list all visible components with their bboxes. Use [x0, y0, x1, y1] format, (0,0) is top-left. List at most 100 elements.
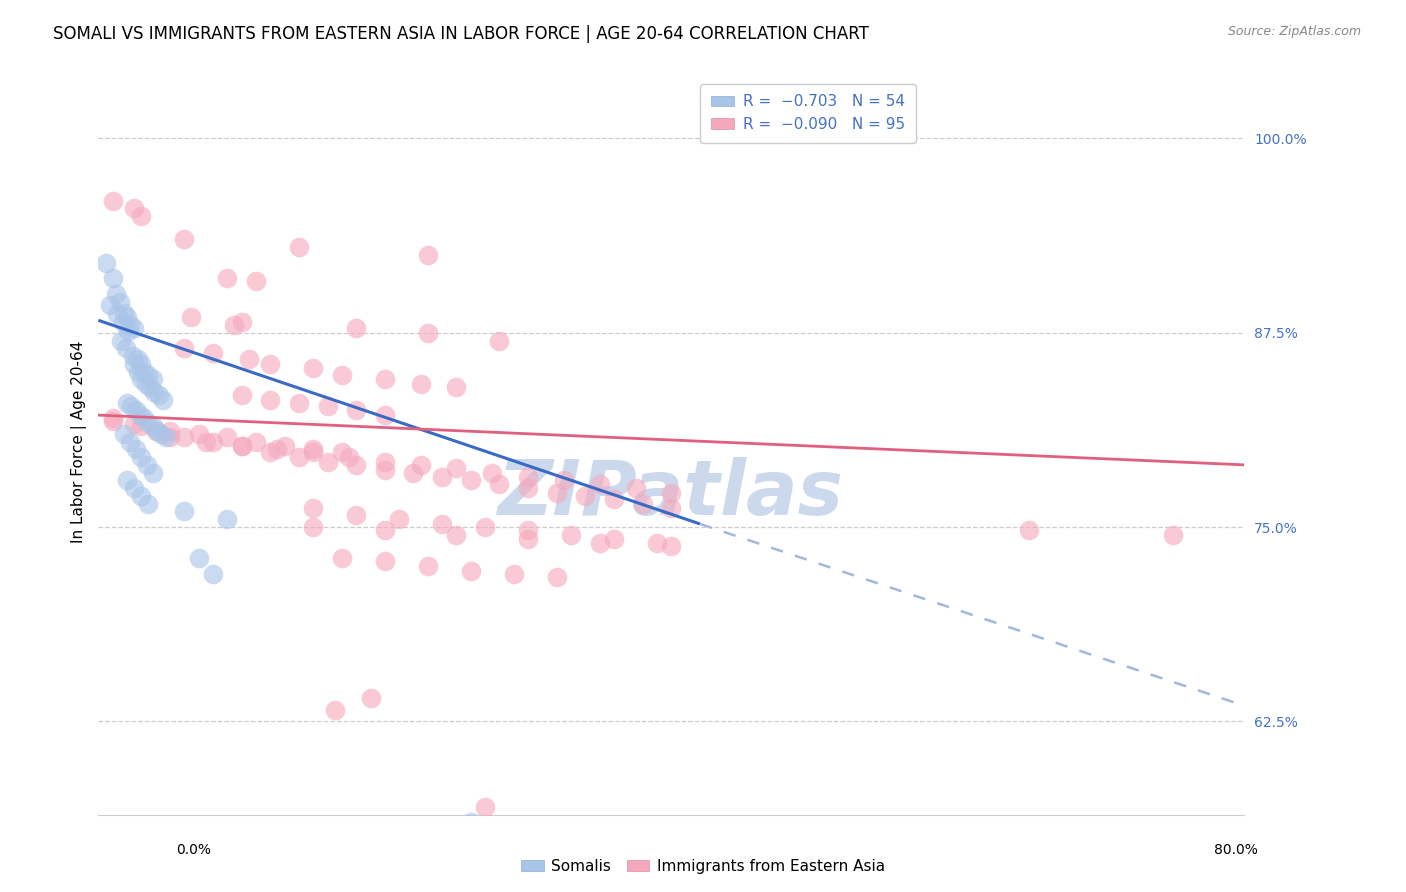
Point — [589, 535, 612, 549]
Point — [101, 271, 124, 285]
Point — [344, 508, 367, 522]
Point — [302, 361, 325, 376]
Point — [488, 476, 510, 491]
Text: 80.0%: 80.0% — [1215, 843, 1258, 857]
Point — [231, 315, 253, 329]
Point — [344, 403, 367, 417]
Point — [201, 566, 224, 581]
Point — [374, 455, 396, 469]
Point — [131, 419, 153, 434]
Point — [138, 368, 160, 382]
Text: Source: ZipAtlas.com: Source: ZipAtlas.com — [1227, 25, 1361, 38]
Point — [374, 408, 396, 422]
Point — [155, 430, 177, 444]
Point — [288, 240, 311, 254]
Point — [101, 411, 124, 425]
Point — [142, 372, 165, 386]
Point — [574, 489, 596, 503]
Point — [187, 551, 209, 566]
Point — [517, 470, 540, 484]
Point — [118, 318, 141, 332]
Point — [173, 504, 195, 518]
Point — [201, 346, 224, 360]
Point — [180, 310, 202, 325]
Point — [173, 341, 195, 355]
Point — [517, 523, 540, 537]
Point — [117, 324, 139, 338]
Point — [118, 434, 141, 449]
Point — [245, 275, 267, 289]
Point — [238, 352, 260, 367]
Point — [1161, 528, 1184, 542]
Point — [344, 458, 367, 472]
Point — [111, 315, 134, 329]
Point — [159, 424, 181, 438]
Point — [108, 294, 131, 309]
Legend: R =  −0.703   N = 54, R =  −0.090   N = 95: R = −0.703 N = 54, R = −0.090 N = 95 — [700, 84, 915, 143]
Point — [231, 439, 253, 453]
Point — [224, 318, 246, 332]
Point — [273, 439, 295, 453]
Point — [330, 551, 353, 566]
Point — [631, 497, 654, 511]
Point — [217, 512, 239, 526]
Text: ZIPatlas: ZIPatlas — [498, 457, 845, 531]
Point — [360, 691, 382, 706]
Point — [546, 570, 568, 584]
Point — [446, 528, 468, 542]
Point — [416, 558, 439, 573]
Point — [1018, 523, 1040, 537]
Point — [142, 419, 165, 434]
Point — [127, 352, 149, 367]
Point — [145, 424, 167, 438]
Point — [131, 209, 153, 223]
Point — [122, 321, 145, 335]
Point — [94, 256, 117, 270]
Point — [388, 512, 411, 526]
Point — [302, 442, 325, 457]
Point — [323, 703, 346, 717]
Point — [302, 501, 325, 516]
Legend: Somalis, Immigrants from Eastern Asia: Somalis, Immigrants from Eastern Asia — [515, 853, 891, 880]
Point — [134, 365, 156, 379]
Point — [560, 528, 582, 542]
Point — [152, 392, 174, 407]
Point — [201, 434, 224, 449]
Point — [409, 377, 432, 392]
Point — [217, 271, 239, 285]
Point — [142, 466, 165, 480]
Point — [488, 334, 510, 348]
Point — [288, 450, 311, 464]
Point — [112, 305, 135, 319]
Text: SOMALI VS IMMIGRANTS FROM EASTERN ASIA IN LABOR FORCE | AGE 20-64 CORRELATION CH: SOMALI VS IMMIGRANTS FROM EASTERN ASIA I… — [53, 25, 869, 43]
Point — [114, 341, 136, 355]
Point — [502, 566, 524, 581]
Point — [139, 380, 162, 394]
Point — [138, 416, 160, 430]
Point — [110, 334, 132, 348]
Point — [337, 450, 360, 464]
Point — [288, 395, 311, 409]
Point — [115, 310, 138, 325]
Point — [460, 564, 482, 578]
Point — [474, 799, 496, 814]
Point — [173, 232, 195, 246]
Point — [266, 442, 288, 457]
Point — [143, 384, 166, 399]
Point — [122, 202, 145, 216]
Point — [624, 481, 647, 495]
Point — [446, 380, 468, 394]
Point — [259, 445, 281, 459]
Point — [231, 388, 253, 402]
Point — [603, 533, 626, 547]
Point — [659, 501, 682, 516]
Point — [101, 194, 124, 208]
Point — [128, 408, 150, 422]
Point — [127, 365, 149, 379]
Point — [136, 458, 159, 472]
Point — [517, 481, 540, 495]
Point — [374, 372, 396, 386]
Point — [131, 489, 153, 503]
Point — [217, 430, 239, 444]
Point — [134, 411, 156, 425]
